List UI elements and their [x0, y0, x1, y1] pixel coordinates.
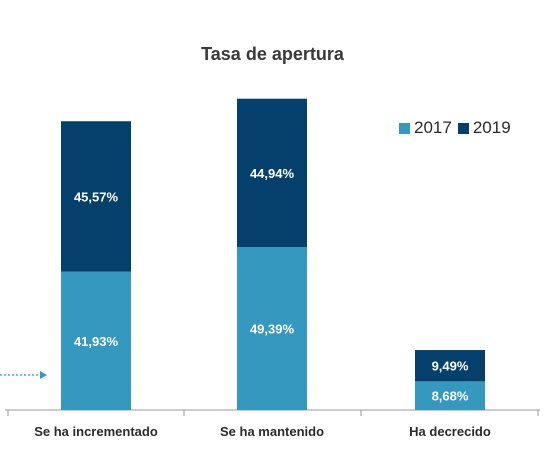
- data-label-2017-2: 8,68%: [432, 389, 469, 404]
- x-tick-label-2: Ha decrecido: [409, 424, 491, 439]
- x-tick-label-1: Se ha mantenido: [220, 424, 324, 439]
- legend-item-2017: 2017: [399, 118, 452, 138]
- pointer-arrow-head: [40, 371, 47, 379]
- legend-swatch-2017: [399, 122, 410, 134]
- bar-2017-1: [237, 247, 307, 410]
- data-label-2017-1: 49,39%: [250, 322, 295, 337]
- data-label-2019-2: 9,49%: [432, 359, 469, 374]
- bar-2019-0: [61, 121, 131, 272]
- data-label-2019-0: 45,57%: [74, 189, 119, 204]
- legend-label-2017: 2017: [414, 118, 452, 137]
- bar-2017-2: [415, 381, 485, 410]
- bar-2019-1: [237, 98, 307, 248]
- chart-legend: 2017 2019: [399, 118, 517, 138]
- data-label-2017-0: 41,93%: [74, 334, 119, 349]
- legend-swatch-2019: [457, 122, 469, 134]
- chart-title: Tasa de apertura: [201, 44, 344, 64]
- bar-2017-0: [61, 271, 131, 410]
- legend-item-2019: 2019: [457, 118, 511, 138]
- x-tick-label-0: Se ha incrementado: [34, 424, 158, 439]
- data-label-2019-1: 44,94%: [250, 166, 295, 181]
- legend-label-2019: 2019: [472, 118, 511, 137]
- bar-2019-2: [415, 350, 485, 382]
